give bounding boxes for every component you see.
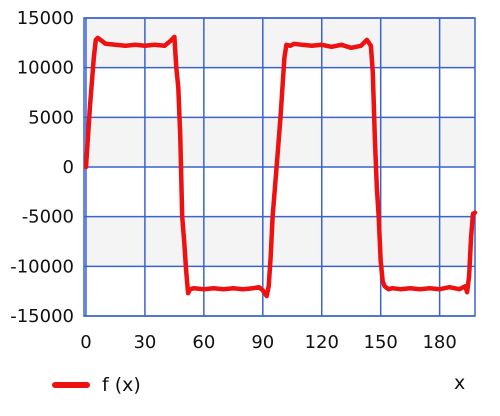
y-tick-label: -5000 — [22, 207, 74, 228]
x-tick-label: 90 — [251, 332, 274, 353]
y-tick-label: -10000 — [10, 256, 74, 277]
y-tick-label: 10000 — [17, 58, 74, 79]
x-tick-labels: 0 30 60 90 120 150 180 — [80, 332, 457, 353]
y-tick-label: 5000 — [28, 107, 74, 128]
x-tick-label: 120 — [305, 332, 339, 353]
x-tick-label: 0 — [80, 332, 91, 353]
legend-swatch — [52, 382, 90, 388]
grid-band — [84, 18, 475, 68]
series-line-0 — [83, 34, 478, 299]
series-lines — [83, 34, 478, 299]
y-tick-label: -15000 — [10, 306, 74, 327]
legend-label: f (x) — [102, 374, 141, 396]
x-tick-label: 180 — [422, 332, 456, 353]
y-tick-label: 15000 — [17, 8, 74, 29]
x-tick-label: 30 — [133, 332, 156, 353]
x-tick-label: 60 — [192, 332, 215, 353]
x-tick-label: 150 — [364, 332, 398, 353]
x-axis-label: x — [454, 372, 466, 394]
legend: f (x) — [52, 372, 141, 398]
y-tick-label: 0 — [63, 157, 74, 178]
y-tick-labels: 15000 10000 5000 0 -5000 -10000 -15000 — [10, 8, 74, 327]
grid-band — [84, 216, 475, 267]
